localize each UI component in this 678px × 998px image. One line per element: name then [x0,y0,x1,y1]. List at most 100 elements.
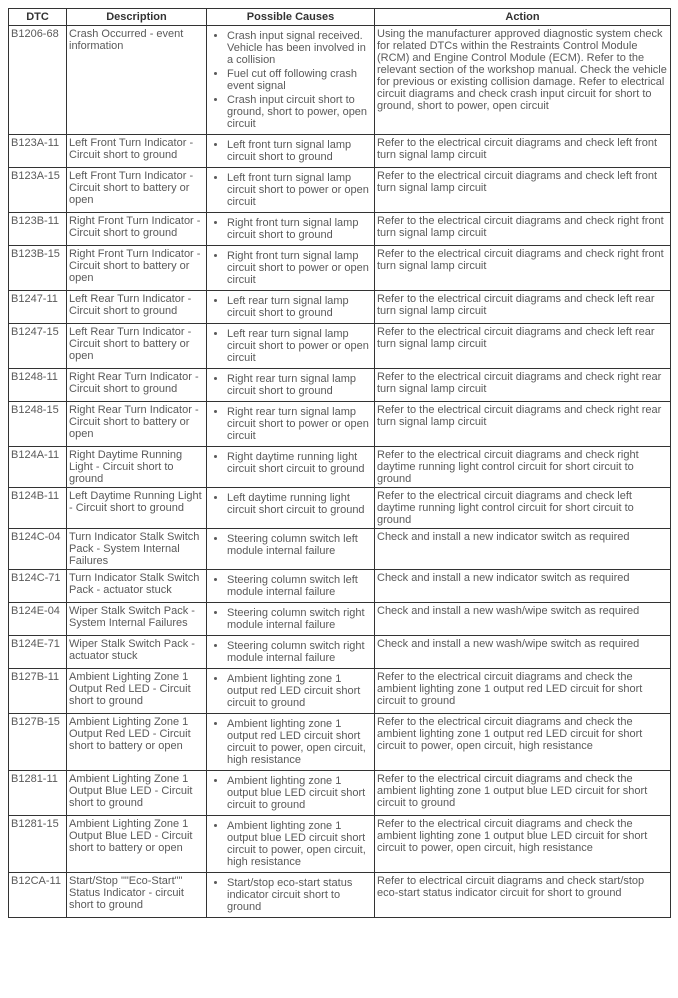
causes-list: Steering column switch right module inte… [209,640,372,664]
action-cell: Refer to the electrical circuit diagrams… [375,324,671,369]
dtc-table: DTC Description Possible Causes Action B… [8,8,671,918]
cause-item: Right daytime running light circuit shor… [227,451,372,475]
dtc-cell: B123A-15 [9,168,67,213]
causes-cell: Crash input signal received. Vehicle has… [207,26,375,135]
table-row: B123A-11Left Front Turn Indicator - Circ… [9,135,671,168]
cause-item: Start/stop eco-start status indicator ci… [227,877,372,913]
table-row: B124E-71Wiper Stalk Switch Pack - actuat… [9,636,671,669]
description-cell: Left Rear Turn Indicator - Circuit short… [67,291,207,324]
causes-cell: Right front turn signal lamp circuit sho… [207,213,375,246]
table-row: B1281-15Ambient Lighting Zone 1 Output B… [9,816,671,873]
action-cell: Refer to electrical circuit diagrams and… [375,873,671,918]
dtc-cell: B12CA-11 [9,873,67,918]
description-cell: Right Rear Turn Indicator - Circuit shor… [67,369,207,402]
dtc-cell: B1281-15 [9,816,67,873]
description-cell: Right Front Turn Indicator - Circuit sho… [67,246,207,291]
description-cell: Ambient Lighting Zone 1 Output Blue LED … [67,816,207,873]
header-action: Action [375,9,671,26]
causes-cell: Left front turn signal lamp circuit shor… [207,168,375,213]
dtc-cell: B1281-11 [9,771,67,816]
header-desc: Description [67,9,207,26]
causes-cell: Right rear turn signal lamp circuit shor… [207,402,375,447]
causes-cell: Right front turn signal lamp circuit sho… [207,246,375,291]
causes-cell: Steering column switch left module inter… [207,529,375,570]
causes-list: Right rear turn signal lamp circuit shor… [209,406,372,442]
dtc-cell: B1206-68 [9,26,67,135]
header-dtc: DTC [9,9,67,26]
cause-item: Left daytime running light circuit short… [227,492,372,516]
dtc-cell: B1248-15 [9,402,67,447]
causes-cell: Ambient lighting zone 1 output blue LED … [207,771,375,816]
table-row: B1281-11Ambient Lighting Zone 1 Output B… [9,771,671,816]
action-cell: Refer to the electrical circuit diagrams… [375,213,671,246]
table-row: B1247-15Left Rear Turn Indicator - Circu… [9,324,671,369]
cause-item: Right front turn signal lamp circuit sho… [227,217,372,241]
causes-list: Left rear turn signal lamp circuit short… [209,295,372,319]
cause-item: Right front turn signal lamp circuit sho… [227,250,372,286]
dtc-cell: B1247-15 [9,324,67,369]
cause-item: Ambient lighting zone 1 output blue LED … [227,820,372,868]
action-cell: Check and install a new indicator switch… [375,570,671,603]
causes-list: Left front turn signal lamp circuit shor… [209,139,372,163]
action-cell: Refer to the electrical circuit diagrams… [375,135,671,168]
action-cell: Refer to the electrical circuit diagrams… [375,714,671,771]
dtc-cell: B123A-11 [9,135,67,168]
description-cell: Left Daytime Running Light - Circuit sho… [67,488,207,529]
cause-item: Crash input signal received. Vehicle has… [227,30,372,66]
causes-cell: Ambient lighting zone 1 output red LED c… [207,714,375,771]
cause-item: Steering column switch left module inter… [227,533,372,557]
table-row: B123B-15Right Front Turn Indicator - Cir… [9,246,671,291]
dtc-cell: B123B-11 [9,213,67,246]
table-row: B123B-11Right Front Turn Indicator - Cir… [9,213,671,246]
cause-item: Right rear turn signal lamp circuit shor… [227,406,372,442]
cause-item: Right rear turn signal lamp circuit shor… [227,373,372,397]
table-row: B124E-04Wiper Stalk Switch Pack - System… [9,603,671,636]
causes-cell: Left daytime running light circuit short… [207,488,375,529]
description-cell: Wiper Stalk Switch Pack - System Interna… [67,603,207,636]
causes-cell: Steering column switch right module inte… [207,636,375,669]
causes-cell: Right rear turn signal lamp circuit shor… [207,369,375,402]
description-cell: Right Front Turn Indicator - Circuit sho… [67,213,207,246]
causes-cell: Left front turn signal lamp circuit shor… [207,135,375,168]
causes-cell: Steering column switch right module inte… [207,603,375,636]
table-row: B1248-11Right Rear Turn Indicator - Circ… [9,369,671,402]
causes-cell: Ambient lighting zone 1 output blue LED … [207,816,375,873]
description-cell: Right Daytime Running Light - Circuit sh… [67,447,207,488]
cause-item: Left rear turn signal lamp circuit short… [227,328,372,364]
dtc-cell: B127B-15 [9,714,67,771]
causes-list: Right front turn signal lamp circuit sho… [209,250,372,286]
causes-list: Right front turn signal lamp circuit sho… [209,217,372,241]
causes-list: Steering column switch left module inter… [209,533,372,557]
table-row: B124A-11Right Daytime Running Light - Ci… [9,447,671,488]
header-causes: Possible Causes [207,9,375,26]
table-row: B124B-11Left Daytime Running Light - Cir… [9,488,671,529]
action-cell: Using the manufacturer approved diagnost… [375,26,671,135]
action-cell: Refer to the electrical circuit diagrams… [375,246,671,291]
dtc-cell: B124E-04 [9,603,67,636]
description-cell: Ambient Lighting Zone 1 Output Blue LED … [67,771,207,816]
description-cell: Turn Indicator Stalk Switch Pack - Syste… [67,529,207,570]
table-row: B127B-11Ambient Lighting Zone 1 Output R… [9,669,671,714]
cause-item: Ambient lighting zone 1 output red LED c… [227,673,372,709]
causes-cell: Left rear turn signal lamp circuit short… [207,291,375,324]
causes-list: Steering column switch left module inter… [209,574,372,598]
action-cell: Refer to the electrical circuit diagrams… [375,669,671,714]
dtc-cell: B1248-11 [9,369,67,402]
cause-item: Steering column switch left module inter… [227,574,372,598]
causes-cell: Left rear turn signal lamp circuit short… [207,324,375,369]
causes-cell: Start/stop eco-start status indicator ci… [207,873,375,918]
table-row: B123A-15Left Front Turn Indicator - Circ… [9,168,671,213]
table-row: B124C-04Turn Indicator Stalk Switch Pack… [9,529,671,570]
action-cell: Refer to the electrical circuit diagrams… [375,816,671,873]
cause-item: Ambient lighting zone 1 output blue LED … [227,775,372,811]
cause-item: Steering column switch right module inte… [227,607,372,631]
cause-item: Steering column switch right module inte… [227,640,372,664]
dtc-cell: B124E-71 [9,636,67,669]
dtc-cell: B124A-11 [9,447,67,488]
action-cell: Refer to the electrical circuit diagrams… [375,771,671,816]
description-cell: Ambient Lighting Zone 1 Output Red LED -… [67,669,207,714]
causes-cell: Ambient lighting zone 1 output red LED c… [207,669,375,714]
cause-item: Left front turn signal lamp circuit shor… [227,139,372,163]
description-cell: Start/Stop ""Eco-Start"" Status Indicato… [67,873,207,918]
description-cell: Right Rear Turn Indicator - Circuit shor… [67,402,207,447]
